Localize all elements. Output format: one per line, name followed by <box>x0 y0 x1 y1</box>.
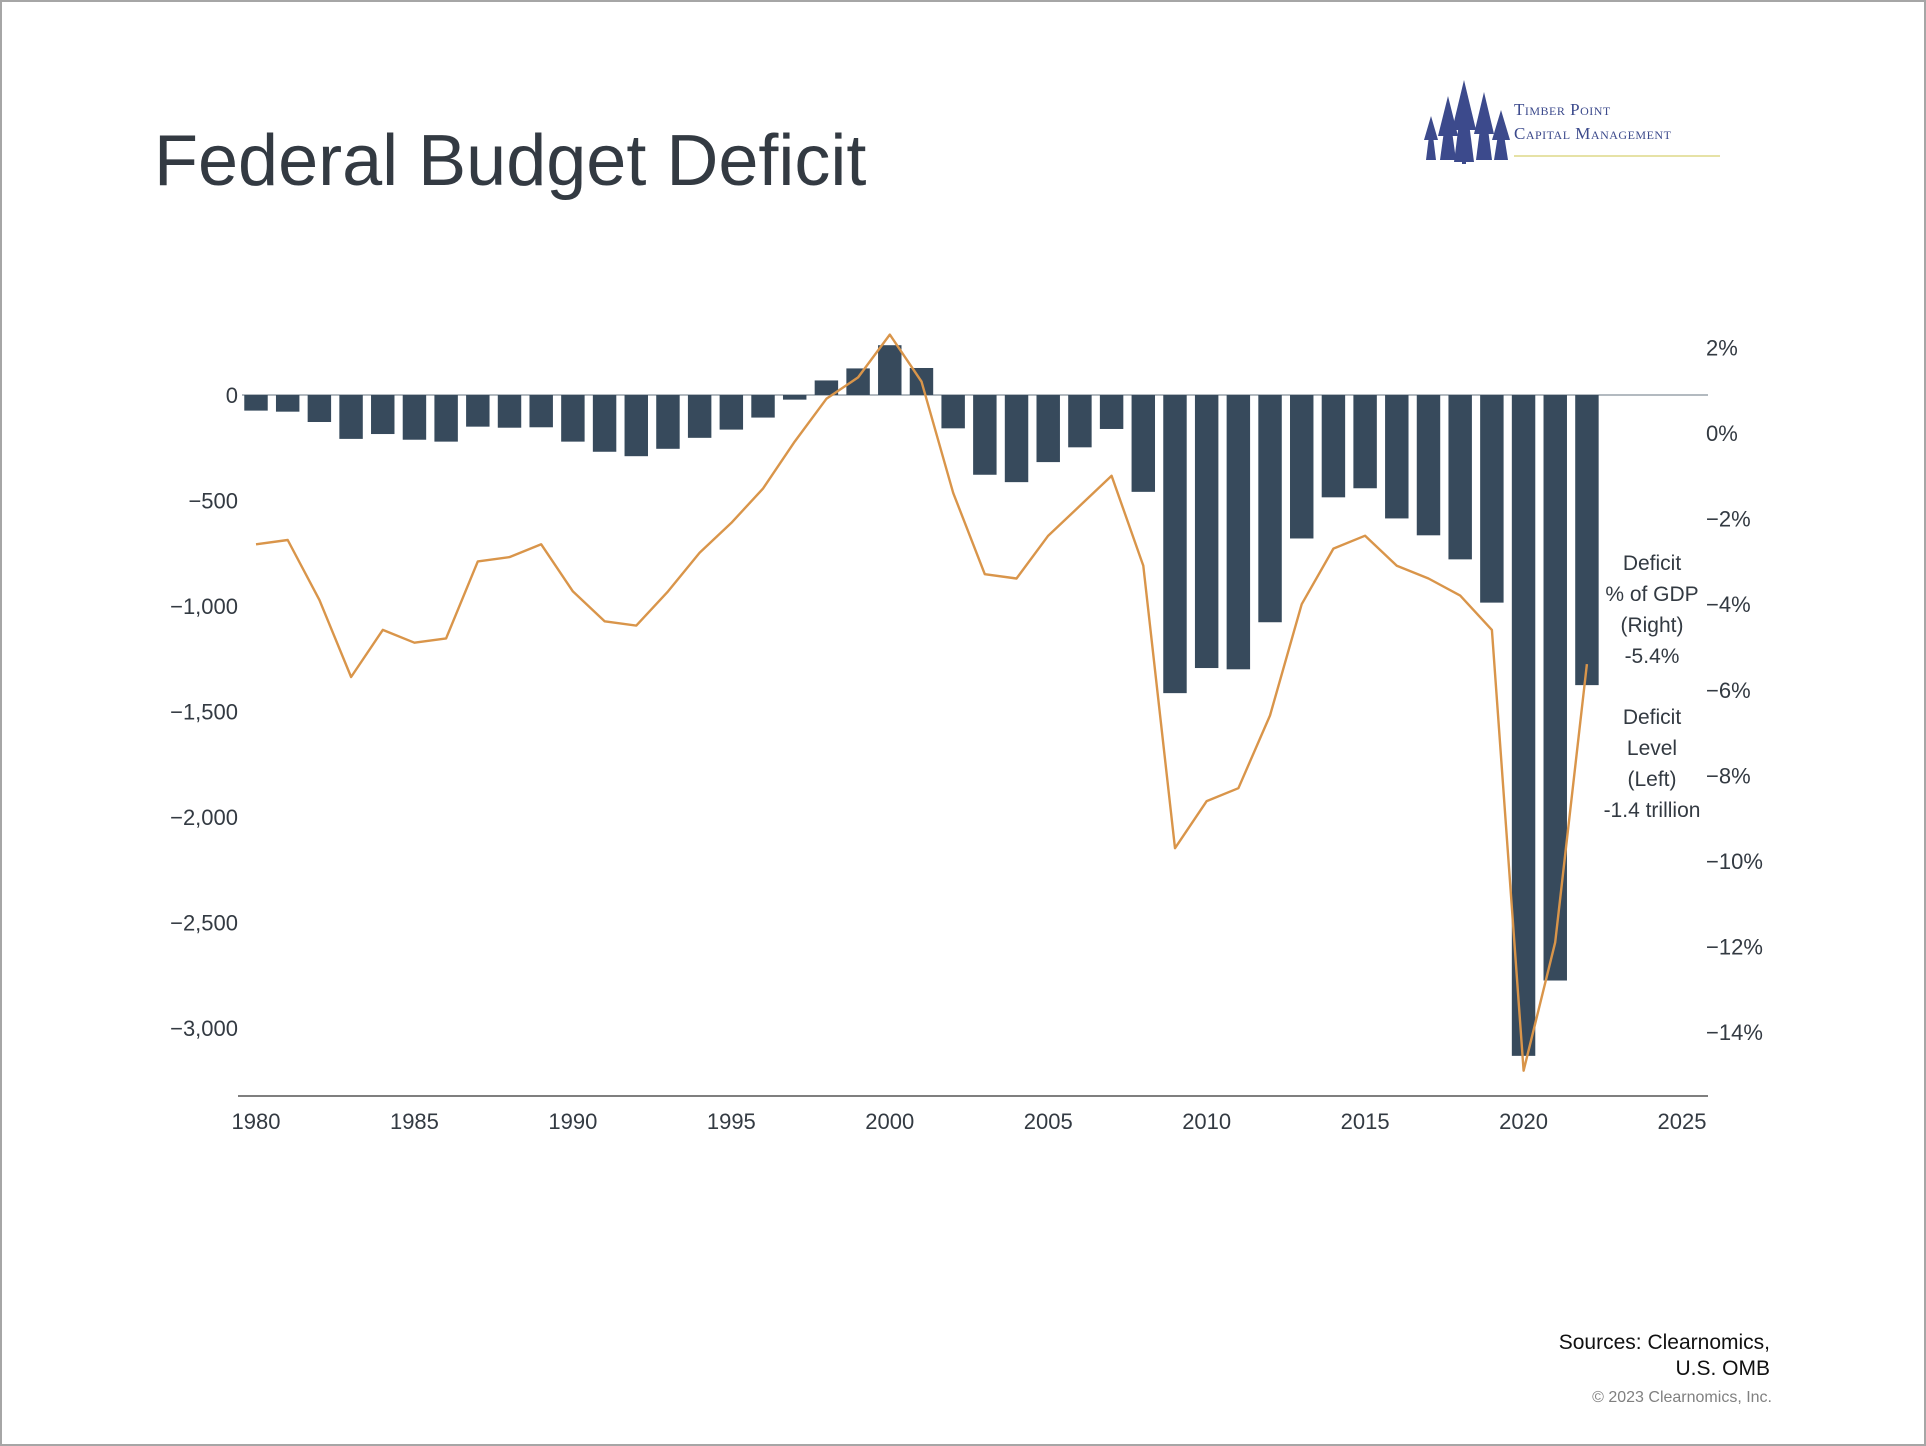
bar-2018 <box>1448 395 1472 560</box>
bar-1980 <box>244 395 268 411</box>
right-tick-label: 0% <box>1706 421 1738 446</box>
bar-2008 <box>1131 395 1156 492</box>
bar-2013 <box>1290 395 1314 539</box>
gdp-annotation-line: -5.4% <box>1625 645 1680 668</box>
x-axis: 1980 1985 1990 1995 2000 2005 2010 2015 2020 2025 <box>232 1095 1708 1134</box>
level-annotation-line: Deficit <box>1623 706 1682 729</box>
bar-2019 <box>1480 395 1504 603</box>
copyright-note: © 2023 Clearnomics, Inc. <box>1592 1389 1772 1406</box>
bar-2012 <box>1258 395 1282 623</box>
bar-1981 <box>275 395 300 412</box>
left-tick-label: −500 <box>188 489 238 514</box>
series-annotations: Deficit % of GDP (Right) -5.4% Deficit Level (… <box>1604 552 1701 822</box>
right-axis: 2% 0% −2% −4% −6% −8% −10% −12% −14% <box>1706 335 1763 1045</box>
bar-2021 <box>1543 395 1567 981</box>
gdp-annotation-line: % of GDP <box>1605 583 1698 606</box>
bar-2020 <box>1511 395 1536 1056</box>
bar-2022 <box>1575 395 1599 686</box>
page-title: Federal Budget Deficit <box>154 121 867 201</box>
company-logo: Timber Point Capital Management <box>1422 80 1722 164</box>
bar-1999 <box>846 368 870 395</box>
bar-1989 <box>529 395 553 428</box>
bar-2000 <box>878 345 902 395</box>
level-annotation-line: -1.4 trillion <box>1604 799 1701 822</box>
bar-2011 <box>1226 395 1251 670</box>
bar-2015 <box>1353 395 1377 489</box>
sources-note: Sources: Clearnomics, U.S. OMB <box>1559 1330 1770 1382</box>
bar-1986 <box>434 395 458 442</box>
left-tick-label: −1,000 <box>170 594 238 619</box>
bar-1998 <box>814 380 839 395</box>
bar-1988 <box>497 395 522 428</box>
right-tick-label: −6% <box>1706 678 1751 703</box>
bar-2004 <box>1004 395 1029 483</box>
bar-2003 <box>973 395 997 475</box>
bar-1991 <box>592 395 617 452</box>
right-tick-label: 2% <box>1706 335 1738 360</box>
level-annotation-line: Level <box>1627 737 1677 760</box>
bar-1994 <box>687 395 712 438</box>
right-tick-label: −2% <box>1706 507 1751 532</box>
level-annotation-line: (Left) <box>1627 768 1676 791</box>
gdp-line <box>255 333 1589 1072</box>
x-tick-label: 1990 <box>548 1109 597 1134</box>
x-tick-label: 2005 <box>1024 1109 1073 1134</box>
left-tick-label: 0 <box>226 383 238 408</box>
bar-1996 <box>751 395 775 418</box>
logo-line-1: Timber Point <box>1514 100 1611 119</box>
bar-1990 <box>561 395 585 442</box>
x-tick-label: 2020 <box>1499 1109 1548 1134</box>
x-tick-label: 2010 <box>1182 1109 1231 1134</box>
left-tick-label: −3,000 <box>170 1016 238 1041</box>
x-tick-label: 2000 <box>865 1109 914 1134</box>
bar-2002 <box>941 395 965 429</box>
bar-2007 <box>1099 395 1124 429</box>
bar-1987 <box>466 395 490 427</box>
left-tick-label: −2,500 <box>170 911 238 936</box>
sources-line-1: Sources: Clearnomics, <box>1558 1331 1770 1354</box>
left-axis: 0 −500 −1,000 −1,500 −2,000 −2,500 −3,000 <box>170 383 238 1041</box>
gdp-annotation-line: Deficit <box>1623 552 1682 575</box>
x-tick-label: 2025 <box>1658 1109 1707 1134</box>
x-tick-label: 1995 <box>707 1109 756 1134</box>
left-tick-label: −2,000 <box>170 805 238 830</box>
bar-1985 <box>402 395 427 440</box>
x-tick-label: 2015 <box>1341 1109 1390 1134</box>
bar-1992 <box>624 395 648 457</box>
right-tick-label: −8% <box>1706 763 1751 788</box>
pine-trees-icon <box>1424 80 1510 164</box>
bar-2009 <box>1163 395 1187 694</box>
bar-2014 <box>1321 395 1346 498</box>
logo-underline <box>1514 155 1720 157</box>
bar-2005 <box>1036 395 1060 463</box>
bar-1984 <box>371 395 395 435</box>
right-tick-label: −12% <box>1706 935 1763 960</box>
right-tick-label: −14% <box>1706 1020 1763 1045</box>
bar-1982 <box>307 395 332 423</box>
bar-2006 <box>1068 395 1092 448</box>
bar-1993 <box>656 395 680 449</box>
gdp-annotation-line: (Right) <box>1620 614 1683 637</box>
bar-1995 <box>719 395 744 430</box>
logo-line-2: Capital Management <box>1514 124 1672 143</box>
bar-1997 <box>782 395 807 400</box>
sources-line-2: U.S. OMB <box>1675 1357 1770 1380</box>
x-tick-label: 1985 <box>390 1109 439 1134</box>
line-series <box>255 333 1589 1072</box>
bar-2017 <box>1416 395 1441 536</box>
bar-2016 <box>1385 395 1409 519</box>
x-tick-label: 1980 <box>232 1109 281 1134</box>
right-tick-label: −10% <box>1706 849 1763 874</box>
left-tick-label: −1,500 <box>170 700 238 725</box>
bar-2010 <box>1194 395 1219 669</box>
bar-1983 <box>339 395 363 439</box>
bar-series <box>242 345 1708 1056</box>
right-tick-label: −4% <box>1706 592 1751 617</box>
